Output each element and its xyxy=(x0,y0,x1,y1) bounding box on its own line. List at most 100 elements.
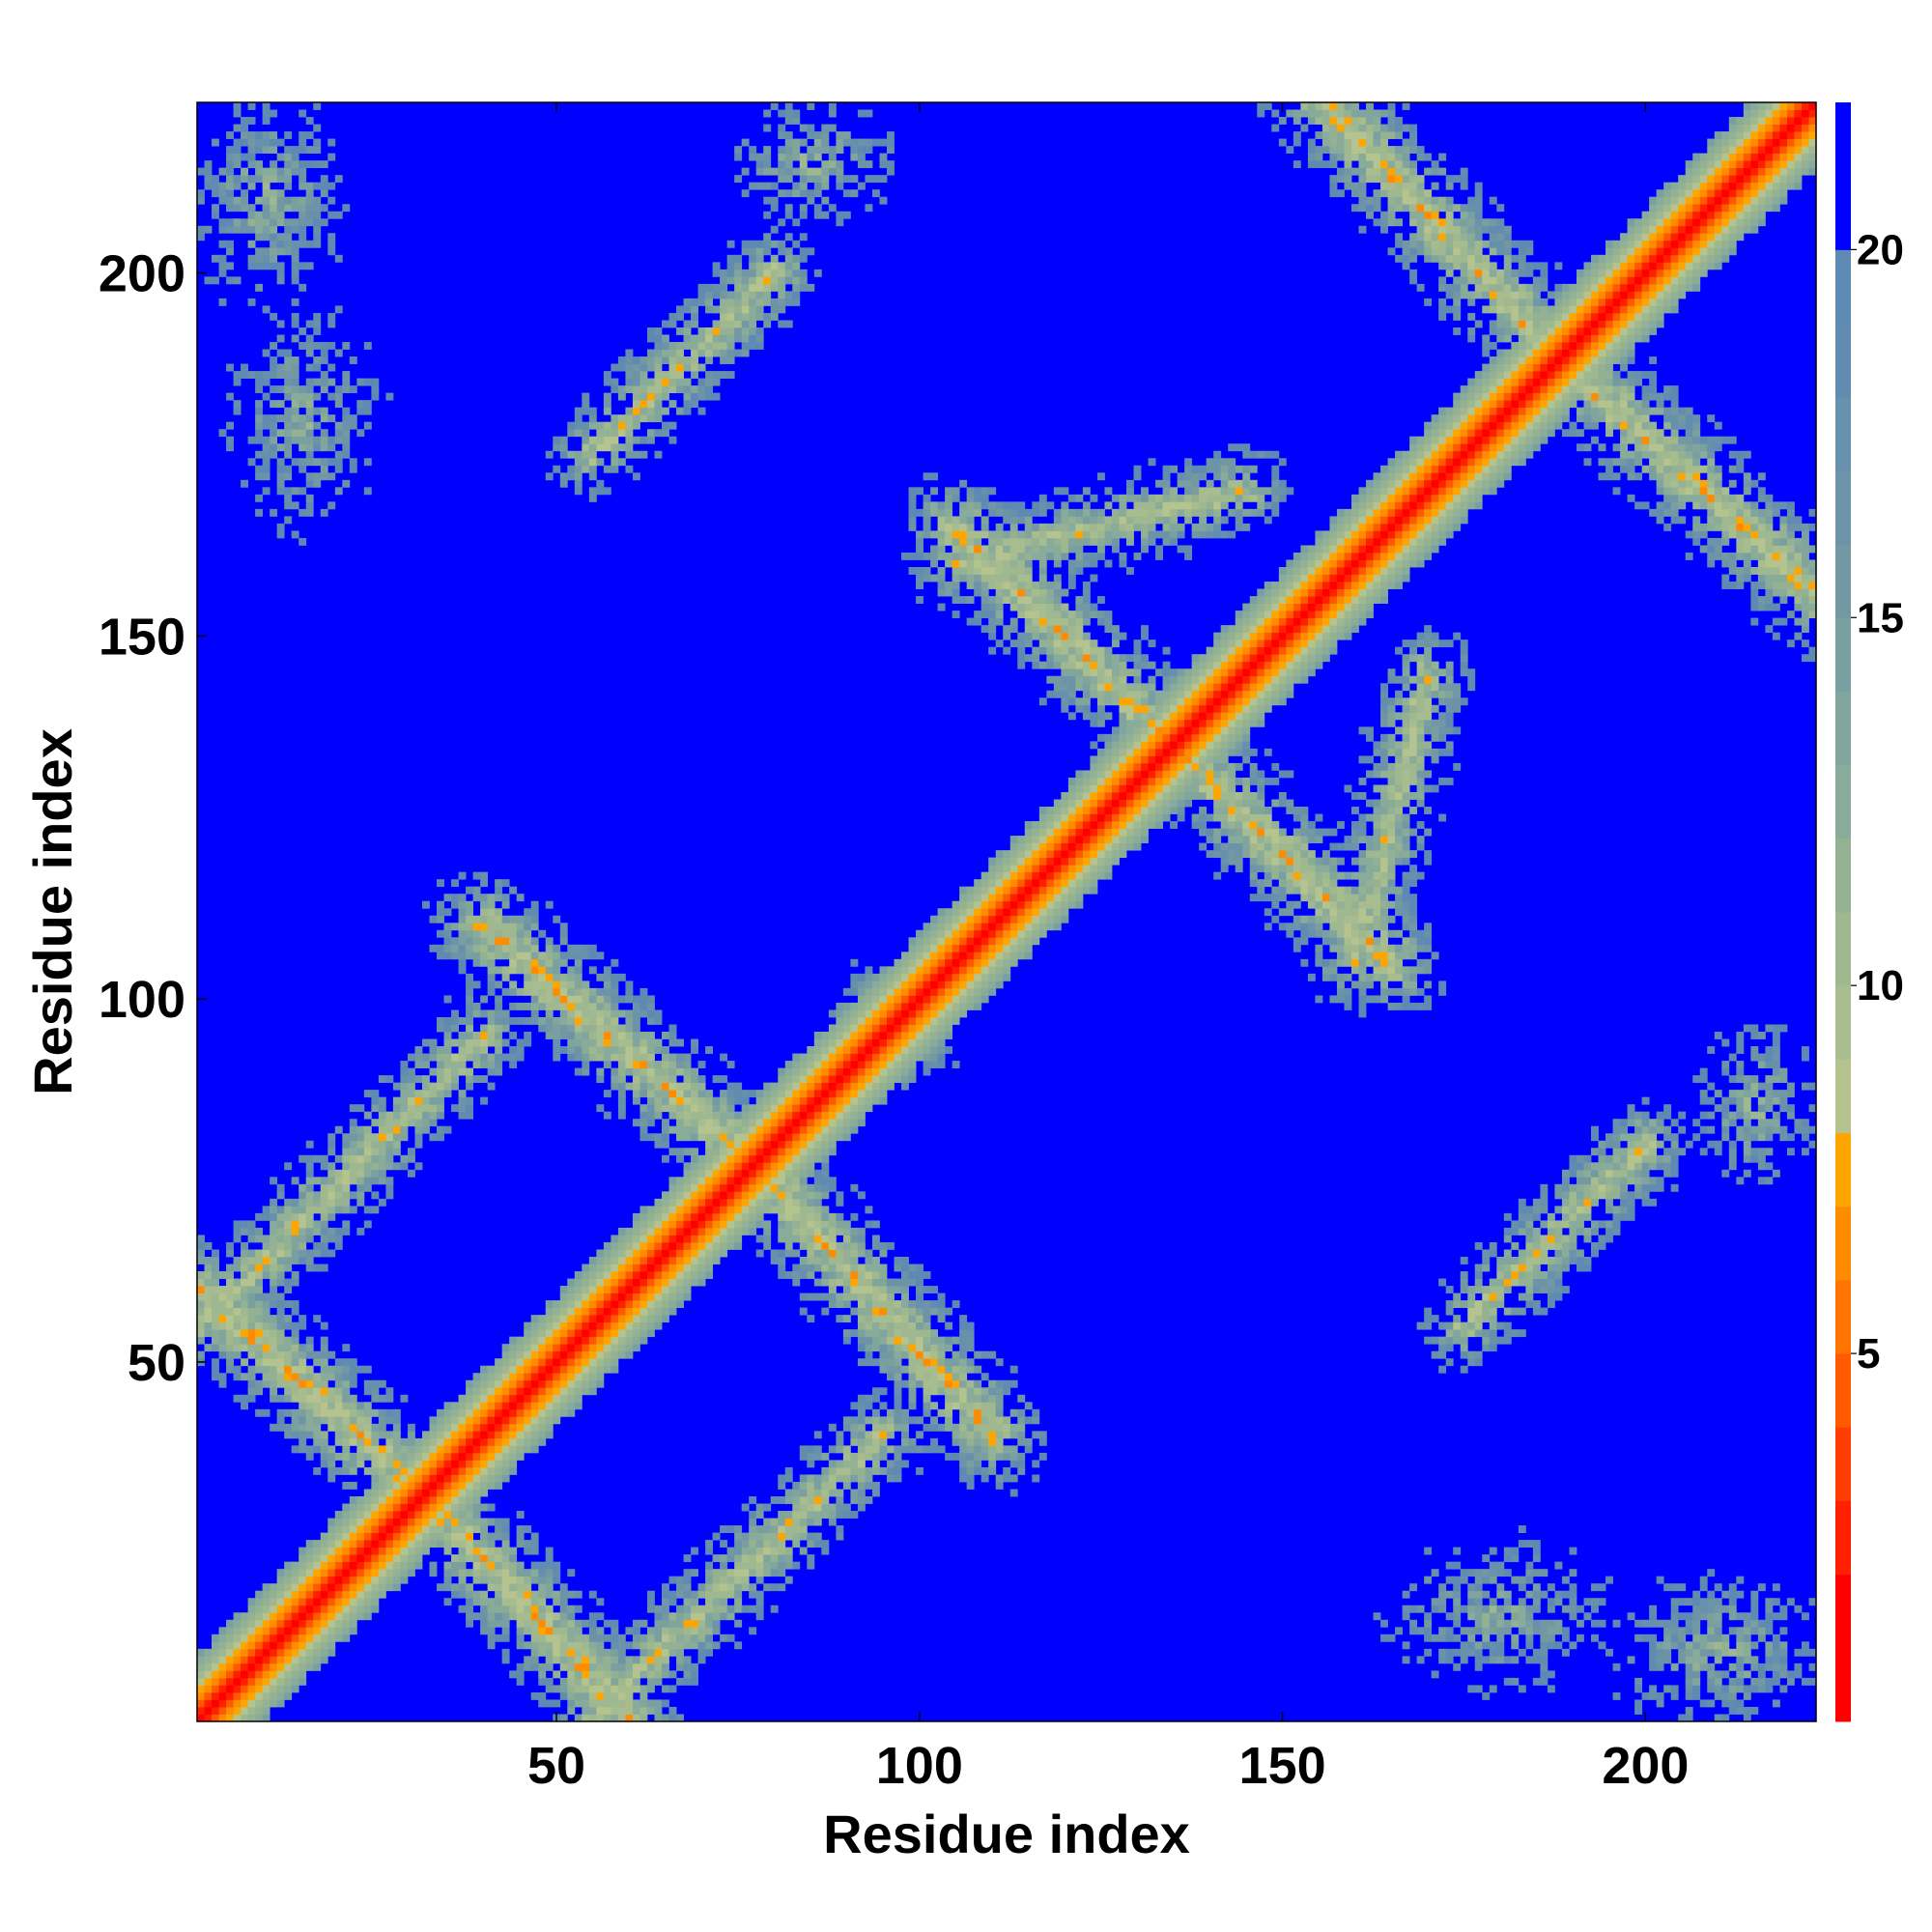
heatmap-cell xyxy=(588,1009,597,1018)
heatmap-cell xyxy=(530,1315,539,1323)
heatmap-cell xyxy=(342,436,351,444)
heatmap-cell xyxy=(1474,1576,1483,1584)
heatmap-cell xyxy=(1649,1685,1658,1693)
heatmap-cell xyxy=(596,1032,605,1039)
heatmap-cell xyxy=(414,1561,423,1570)
heatmap-cell xyxy=(1467,1627,1476,1635)
heatmap-cell xyxy=(553,1315,561,1323)
heatmap-cell xyxy=(298,1257,307,1264)
heatmap-cell xyxy=(255,1271,264,1279)
heatmap-cell xyxy=(443,1481,452,1490)
heatmap-cell xyxy=(603,1706,611,1715)
heatmap-cell xyxy=(421,1525,430,1533)
heatmap-cell xyxy=(1605,1576,1613,1584)
heatmap-cell xyxy=(611,1278,619,1287)
heatmap-cell xyxy=(487,1009,496,1018)
heatmap-cell xyxy=(632,472,640,481)
heatmap-cell xyxy=(284,1198,293,1207)
heatmap-cell xyxy=(212,211,219,219)
heatmap-cell xyxy=(886,1365,895,1374)
heatmap-cell xyxy=(988,1437,997,1446)
heatmap-cell xyxy=(1489,1293,1497,1301)
heatmap-cell xyxy=(334,1590,343,1599)
heatmap-cell xyxy=(241,167,249,176)
heatmap-cell xyxy=(545,1648,554,1657)
heatmap-cell xyxy=(755,1554,764,1563)
heatmap-cell xyxy=(632,1241,640,1250)
heatmap-cell xyxy=(1460,1300,1468,1309)
heatmap-cell xyxy=(582,1046,590,1054)
heatmap-cell xyxy=(712,1641,721,1650)
heatmap-cell xyxy=(755,1569,764,1577)
heatmap-cell xyxy=(276,429,285,438)
heatmap-cell xyxy=(639,1241,648,1250)
heatmap-cell xyxy=(1685,1627,1693,1635)
heatmap-cell xyxy=(588,1257,597,1264)
heatmap-cell xyxy=(1009,1379,1018,1388)
heatmap-cell xyxy=(538,1402,547,1410)
heatmap-cell xyxy=(342,1634,351,1642)
heatmap-cell xyxy=(204,1699,213,1708)
heatmap-cell xyxy=(654,1605,663,1613)
heatmap-cell xyxy=(755,1525,764,1533)
heatmap-cell xyxy=(553,1307,561,1316)
heatmap-cell xyxy=(480,915,489,923)
heatmap-cell xyxy=(988,1416,997,1425)
heatmap-cell xyxy=(611,1002,619,1010)
heatmap-cell xyxy=(603,1358,611,1367)
heatmap-cell xyxy=(298,109,307,118)
heatmap-cell xyxy=(363,400,372,409)
heatmap-cell xyxy=(320,1460,328,1468)
heatmap-cell xyxy=(255,146,264,155)
heatmap-cell xyxy=(247,1627,256,1635)
heatmap-cell xyxy=(966,1423,975,1432)
heatmap-cell xyxy=(1685,1619,1693,1628)
heatmap-cell xyxy=(371,1569,380,1577)
heatmap-cell xyxy=(270,1670,278,1679)
heatmap-cell xyxy=(980,1474,989,1483)
heatmap-cell xyxy=(676,1648,684,1657)
heatmap-cell xyxy=(284,1598,293,1606)
heatmap-cell xyxy=(320,1648,328,1657)
heatmap-cell xyxy=(392,1496,401,1504)
heatmap-cell xyxy=(218,1699,227,1708)
heatmap-cell xyxy=(894,1264,902,1272)
heatmap-cell xyxy=(974,1452,982,1461)
heatmap-cell xyxy=(1474,1627,1483,1635)
heatmap-cell xyxy=(495,1460,503,1468)
heatmap-cell xyxy=(233,1336,242,1345)
heatmap-cell xyxy=(654,1220,663,1229)
heatmap-cell xyxy=(720,1561,728,1570)
heatmap-cell xyxy=(241,1662,249,1671)
heatmap-cell xyxy=(1678,1641,1687,1650)
heatmap-cell xyxy=(1467,1583,1476,1592)
heatmap-cell xyxy=(334,1358,343,1367)
heatmap-cell xyxy=(276,1264,285,1272)
heatmap-cell xyxy=(668,1714,677,1722)
heatmap-cell xyxy=(662,1590,669,1599)
heatmap-cell xyxy=(414,1496,423,1504)
heatmap-cell xyxy=(588,487,597,496)
heatmap-cell xyxy=(676,1264,684,1272)
heatmap-cell xyxy=(356,1561,365,1570)
heatmap-cell xyxy=(385,1474,394,1483)
heatmap-cell xyxy=(262,1264,270,1272)
heatmap-cell xyxy=(567,1605,576,1613)
heatmap-cell xyxy=(371,1590,380,1599)
heatmap-cell xyxy=(726,1525,735,1533)
heatmap-cell xyxy=(320,1569,328,1577)
heatmap-cell xyxy=(349,1133,357,1142)
heatmap-cell xyxy=(559,1379,568,1388)
heatmap-cell xyxy=(646,1249,655,1258)
heatmap-cell xyxy=(639,1104,648,1113)
heatmap-cell xyxy=(270,189,278,198)
heatmap-cell xyxy=(298,1408,307,1417)
heatmap-cell xyxy=(574,1685,582,1693)
heatmap-cell xyxy=(276,1648,285,1657)
heatmap-cell xyxy=(937,1373,946,1381)
heatmap-cell xyxy=(451,952,459,960)
heatmap-cell xyxy=(385,1532,394,1541)
heatmap-cell xyxy=(472,1038,481,1047)
heatmap-cell xyxy=(1445,1300,1454,1309)
heatmap-cell xyxy=(342,1532,351,1541)
